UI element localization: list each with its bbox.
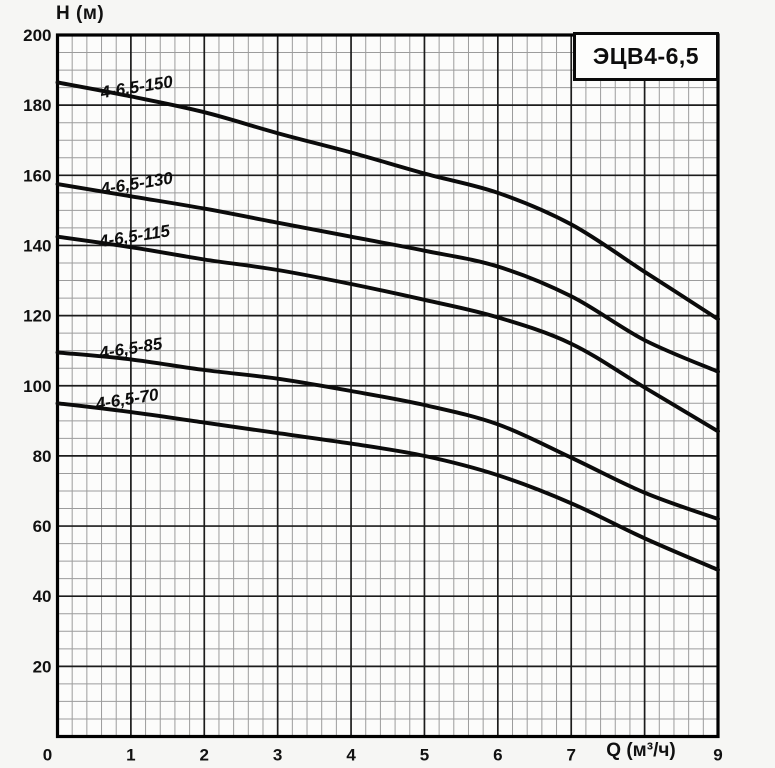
chart-title-box: ЭЦВ4-6,5 (573, 32, 719, 81)
pump-curve-4-6-5-70 (55, 401, 720, 572)
pump-curve-4-6-5-130 (55, 182, 720, 374)
y-tick-label: 140 (23, 236, 51, 255)
x-tick-label: 6 (493, 746, 502, 765)
chart-title: ЭЦВ4-6,5 (592, 43, 700, 69)
pump-curve-4-6-5-85 (55, 350, 720, 521)
x-tick-label: 9 (713, 746, 722, 765)
plot-frame (55, 33, 720, 739)
x-tick-label: 4 (346, 746, 356, 765)
x-tick-label: 0 (43, 746, 52, 765)
y-tick-label: 160 (23, 166, 51, 185)
y-tick-label: 100 (23, 377, 51, 396)
x-tick-label: 7 (566, 746, 575, 765)
y-tick-label: 80 (33, 447, 52, 466)
x-tick-label: 3 (273, 746, 282, 765)
y-tick-label: 60 (33, 517, 52, 536)
pump-curve-4-6-5-115 (55, 234, 720, 434)
x-tick-label: 1 (126, 746, 135, 765)
y-tick-label: 200 (23, 26, 51, 45)
x-tick-label: 2 (200, 746, 209, 765)
x-axis-title: Q (м³/ч) (606, 740, 676, 761)
pump-curve-4-6-5-150 (55, 80, 720, 322)
y-tick-label: 40 (33, 587, 52, 606)
y-tick-label: 120 (23, 307, 51, 326)
x-tick-label: 5 (420, 746, 429, 765)
y-tick-label: 20 (33, 657, 52, 676)
y-axis-title: H (м) (56, 3, 105, 24)
y-tick-label: 180 (23, 96, 51, 115)
